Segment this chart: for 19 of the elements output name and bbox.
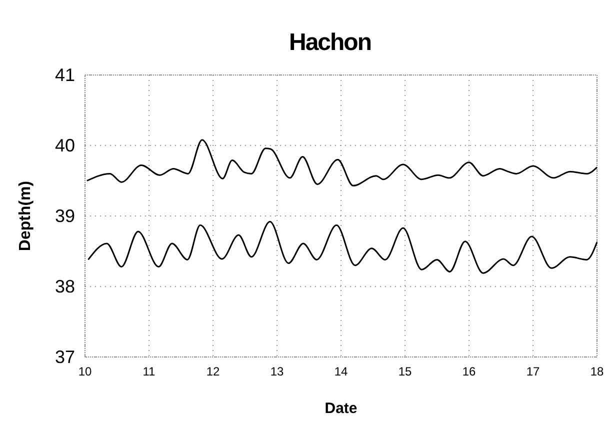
x-tick-label: 18 — [590, 364, 604, 379]
y-tick-label: 39 — [54, 206, 75, 226]
chart-title: Hachon — [288, 29, 372, 56]
y-tick-label: 37 — [54, 346, 75, 367]
x-tick-label: 12 — [206, 364, 220, 379]
y-tick-label: 41 — [54, 64, 75, 85]
x-tick-label: 10 — [78, 364, 92, 379]
x-tick-label: 13 — [270, 364, 284, 379]
x-tick-label: 17 — [526, 364, 540, 379]
y-tick-label: 40 — [54, 135, 75, 156]
y-axis-title: Depth(m) — [17, 180, 34, 252]
x-axis-title: Date — [324, 400, 358, 417]
line-series — [86, 139, 598, 186]
x-tick-label: 16 — [462, 364, 476, 379]
x-tick-label: 11 — [142, 364, 156, 379]
x-tick-label: 14 — [334, 364, 348, 379]
line-series — [87, 220, 598, 274]
x-tick-label: 15 — [398, 364, 412, 379]
y-tick-label: 38 — [54, 276, 75, 296]
